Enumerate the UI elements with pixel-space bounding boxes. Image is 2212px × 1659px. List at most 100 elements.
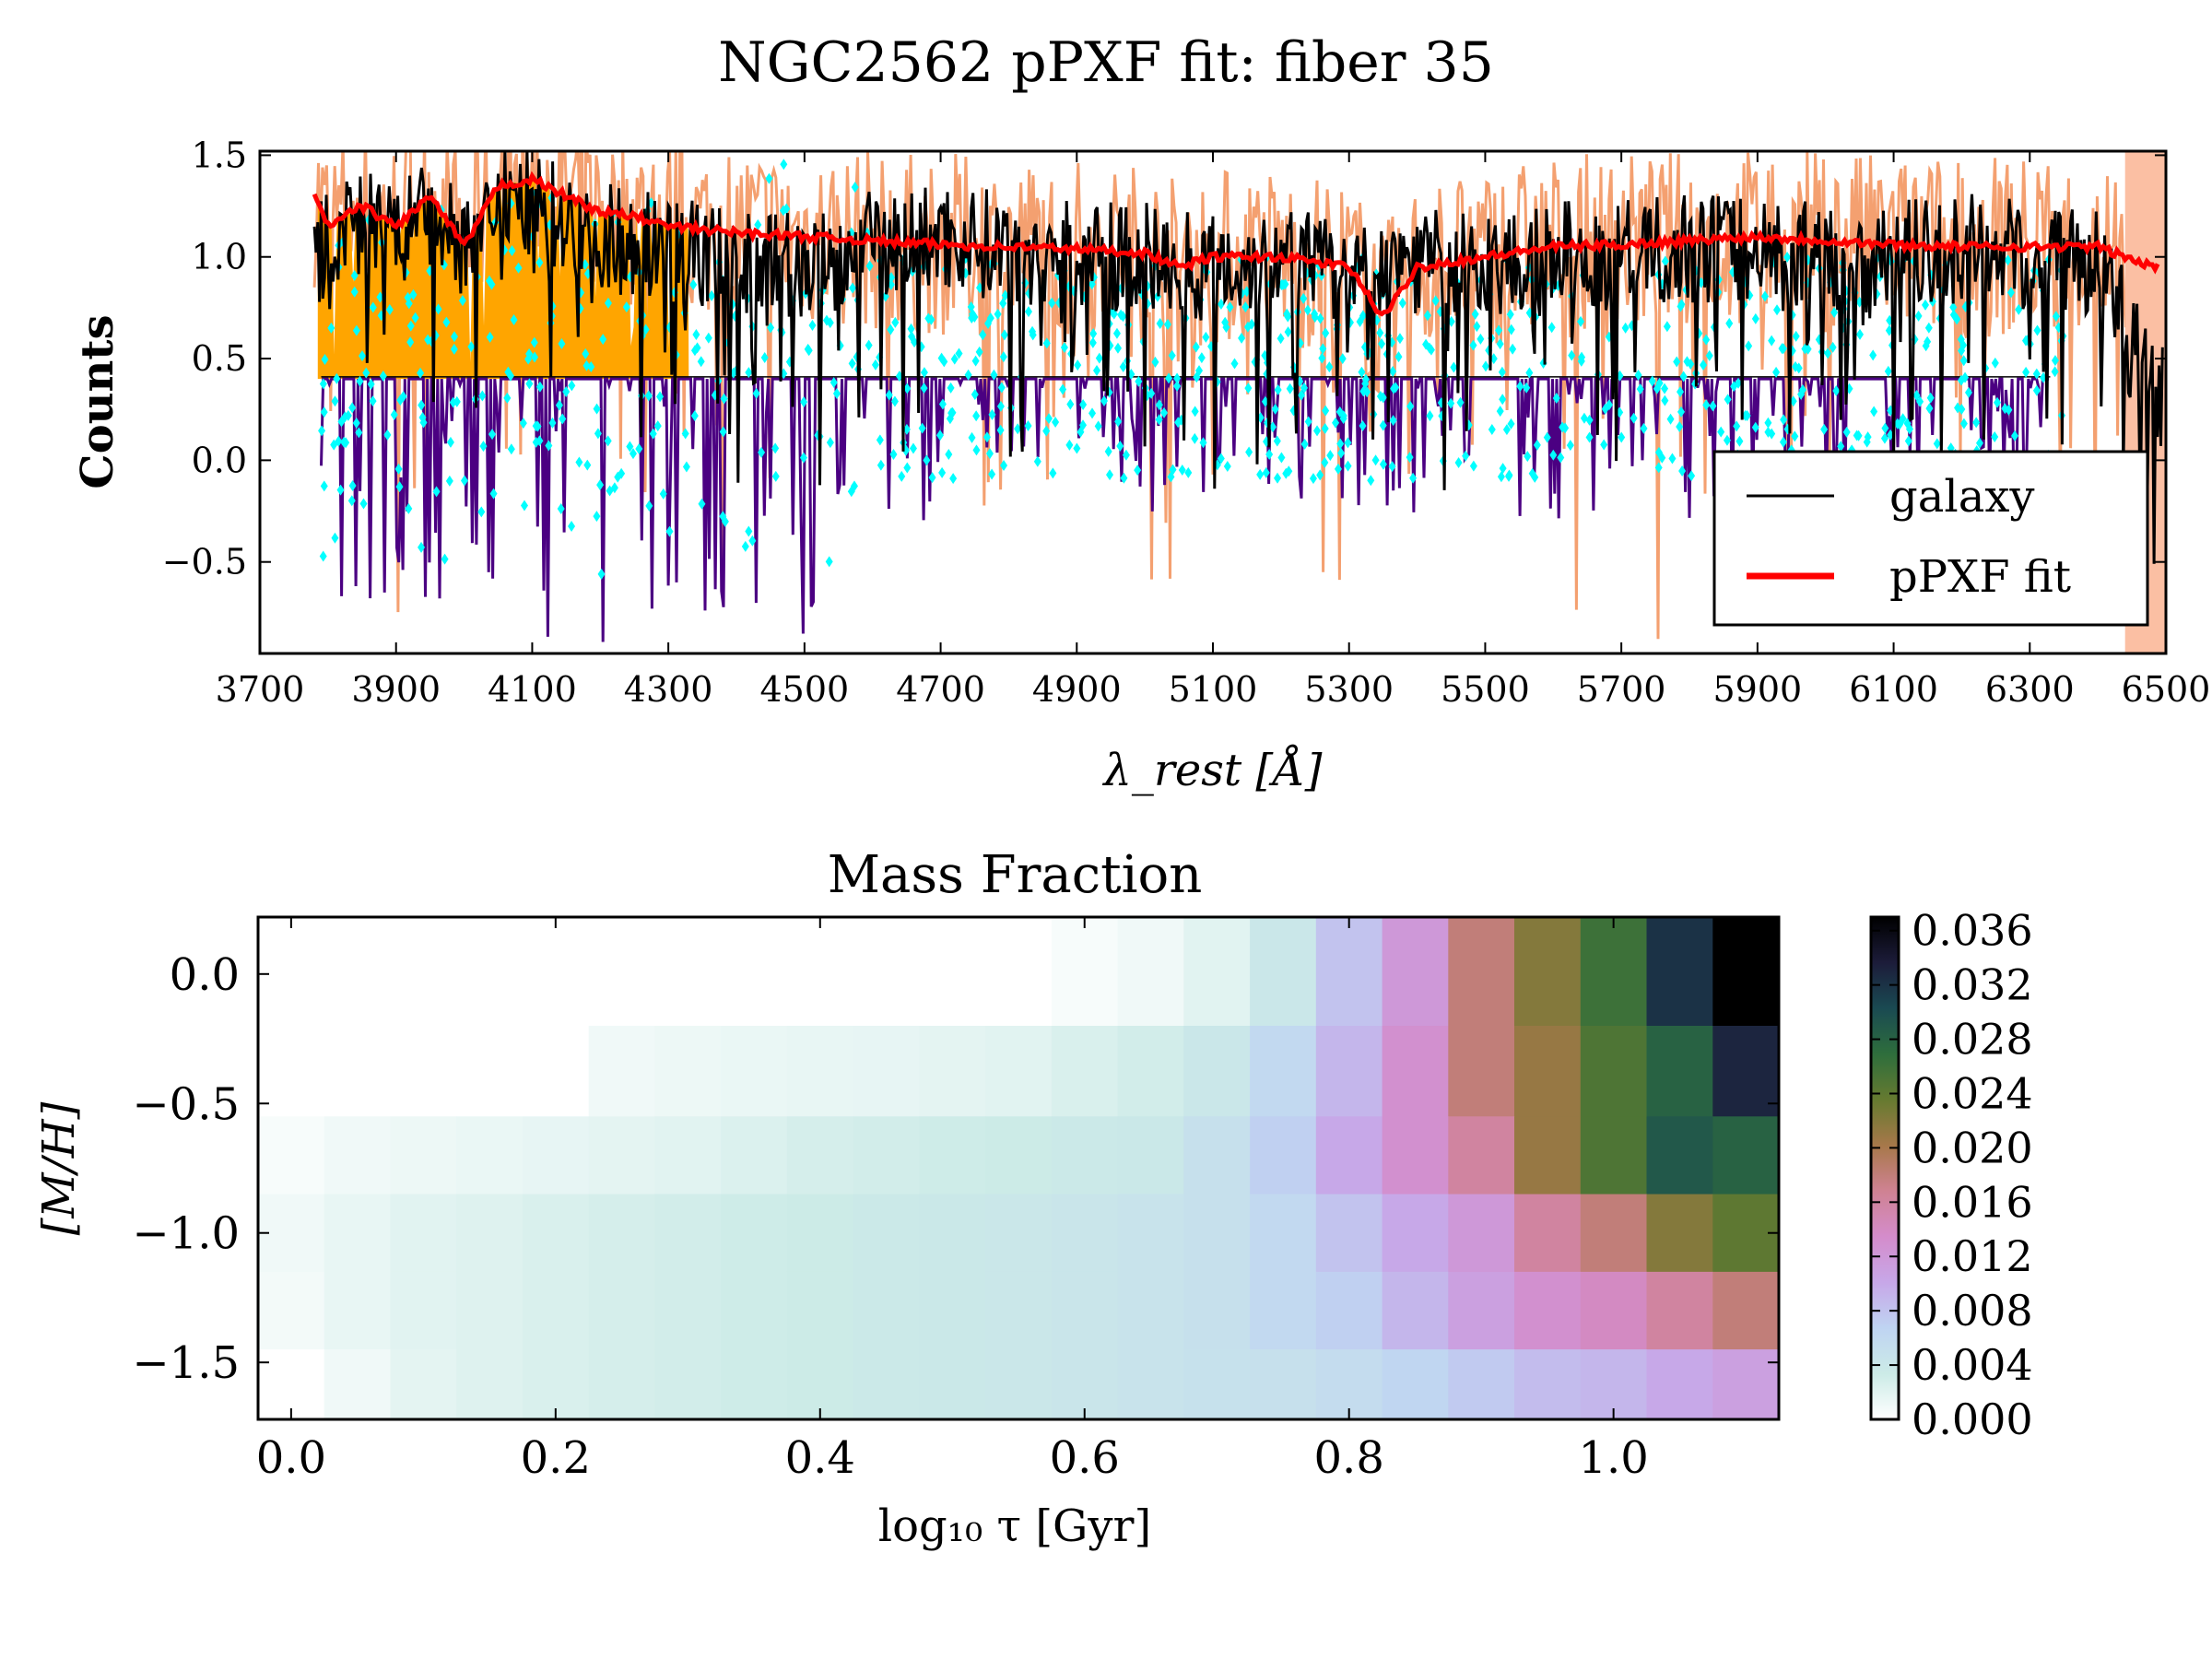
heatmap-cell xyxy=(985,1116,1053,1195)
heatmap-cell xyxy=(1382,1116,1449,1195)
residual-point xyxy=(1184,466,1193,478)
residual-point xyxy=(629,448,637,460)
residual-point xyxy=(825,556,833,568)
spectrum-x-axis-label: λ_rest [Å] xyxy=(1101,744,1322,796)
residual-point xyxy=(911,336,919,348)
residual-point xyxy=(450,331,458,343)
spectrum-y-tick-label: 0.5 xyxy=(192,338,247,379)
residual-point xyxy=(1318,352,1326,364)
residual-point xyxy=(1303,304,1312,316)
residual-point xyxy=(968,312,976,324)
residual-point xyxy=(507,443,515,455)
residual-point xyxy=(1751,421,1759,433)
residual-point xyxy=(450,343,458,355)
heatmap-cell xyxy=(390,1194,457,1273)
heatmap-cell xyxy=(324,1349,391,1420)
residual-point xyxy=(1666,413,1675,425)
heatmap-cell xyxy=(456,1116,524,1195)
residual-point xyxy=(489,488,498,500)
heatmap-cell xyxy=(1315,1271,1383,1350)
residual-point xyxy=(721,515,729,527)
heatmap-cell xyxy=(853,917,920,1027)
heatmap-cell xyxy=(985,1194,1053,1273)
residual-point xyxy=(1705,349,1713,361)
residual-point xyxy=(1745,340,1753,352)
residual-point xyxy=(848,358,856,370)
residual-point xyxy=(1336,438,1345,450)
residual-point xyxy=(432,486,441,498)
residual-point xyxy=(938,398,947,410)
heatmap-cell xyxy=(1051,1349,1119,1420)
residual-point xyxy=(1668,453,1677,465)
residual-point xyxy=(1120,472,1128,484)
residual-point xyxy=(610,482,618,494)
heatmap-cell xyxy=(1382,1194,1449,1273)
residual-point xyxy=(1322,327,1330,339)
residual-point xyxy=(1549,449,1558,461)
heatmap-cell xyxy=(588,1194,655,1273)
residual-point xyxy=(947,382,955,394)
colorbar-tick-label: 0.032 xyxy=(1912,960,2033,1010)
heatmap-x-tick-label: 0.4 xyxy=(785,1432,855,1484)
residual-point xyxy=(342,437,350,449)
residual-point xyxy=(442,316,451,328)
residual-point xyxy=(937,352,946,364)
residual-point xyxy=(752,387,760,399)
residual-point xyxy=(1717,426,1725,438)
residual-point xyxy=(449,396,457,408)
heatmap-y-tick-label: −0.5 xyxy=(132,1078,240,1130)
heatmap-y-tick-label: −1.5 xyxy=(132,1337,240,1389)
residual-point xyxy=(399,391,407,403)
residual-point xyxy=(690,345,699,357)
residual-point xyxy=(1337,447,1346,459)
heatmap-cell xyxy=(919,1026,986,1117)
residual-point xyxy=(1361,378,1370,390)
residual-point xyxy=(1104,445,1112,457)
residual-point xyxy=(1060,342,1068,354)
residual-point xyxy=(948,406,957,418)
residual-point xyxy=(531,351,539,363)
residual-point xyxy=(1195,365,1204,377)
heatmap-cell xyxy=(1117,1271,1184,1350)
residual-point xyxy=(1199,437,1207,449)
residual-point xyxy=(1113,342,1122,354)
residual-point xyxy=(508,244,516,256)
residual-point xyxy=(1000,460,1008,472)
residual-point xyxy=(1723,434,1731,446)
heatmap-x-tick-label: 1.0 xyxy=(1578,1432,1648,1484)
residual-point xyxy=(1801,343,1809,355)
residual-point xyxy=(1192,341,1200,353)
heatmap-cell xyxy=(1580,1271,1648,1350)
residual-point xyxy=(486,331,494,343)
heatmap-cell xyxy=(786,1026,854,1117)
residual-point xyxy=(1547,322,1556,334)
residual-point xyxy=(548,417,557,429)
residual-point xyxy=(1764,417,1772,429)
residual-point xyxy=(979,329,987,341)
residual-point xyxy=(1870,406,1878,418)
residual-point xyxy=(333,372,341,384)
residual-point xyxy=(1388,461,1396,473)
residual-point xyxy=(1300,438,1309,450)
residual-point xyxy=(765,172,773,184)
residual-point xyxy=(1636,383,1644,395)
residual-point xyxy=(1134,465,1142,477)
heatmap-cell xyxy=(390,917,457,1027)
residual-point xyxy=(1925,403,1934,415)
residual-point xyxy=(348,402,357,414)
residual-point xyxy=(1151,356,1159,368)
residual-point xyxy=(582,347,590,359)
spectrum-x-tick-label: 4700 xyxy=(896,669,985,710)
residual-point xyxy=(1709,400,1717,412)
residual-point xyxy=(622,301,630,313)
residual-point xyxy=(1248,318,1256,330)
heatmap-cell xyxy=(1646,1116,1713,1195)
residual-point xyxy=(1663,321,1671,333)
heatmap-cell xyxy=(258,1026,325,1117)
heatmap-cell xyxy=(721,1349,788,1420)
residual-point xyxy=(2051,355,2059,367)
residual-point xyxy=(1661,394,1669,406)
residual-point xyxy=(418,541,426,553)
residual-point xyxy=(604,297,612,309)
residual-point xyxy=(467,341,476,353)
